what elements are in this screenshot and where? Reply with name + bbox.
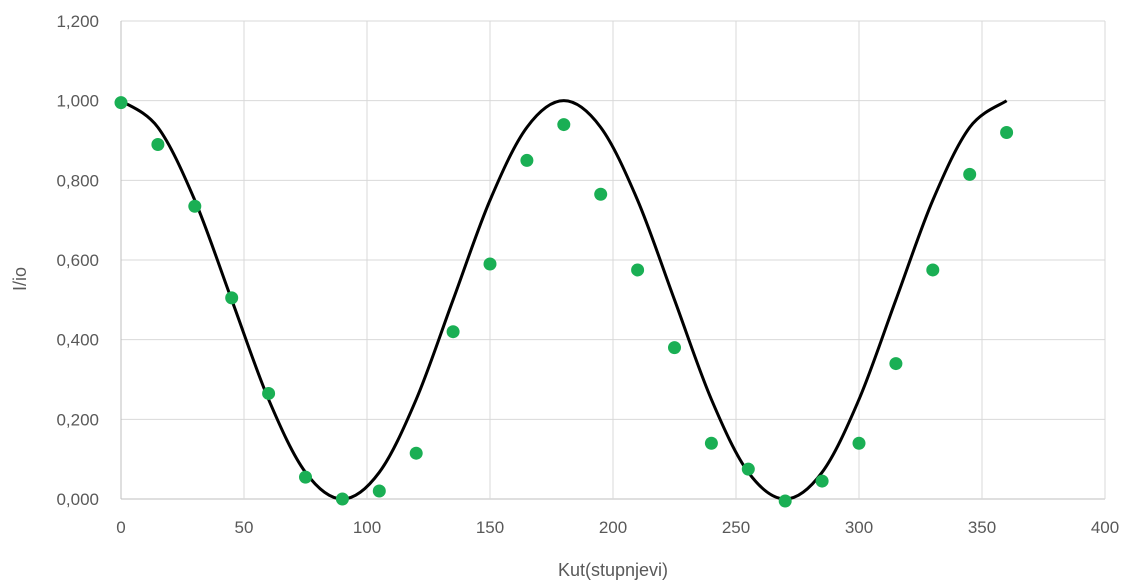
data-point	[594, 187, 608, 201]
x-axis-title: Kut(stupnjevi)	[558, 560, 668, 580]
data-point	[741, 462, 755, 476]
data-point	[1000, 126, 1014, 140]
data-point	[520, 153, 534, 167]
data-point	[668, 341, 681, 355]
gridlines	[120, 20, 1106, 500]
y-tick-label: 1,200	[56, 12, 99, 31]
x-tick-label: 350	[968, 518, 996, 537]
data-point	[778, 494, 792, 508]
x-tick-label: 100	[353, 518, 381, 537]
data-point	[852, 436, 866, 450]
data-point	[704, 436, 718, 450]
x-tick-label: 300	[845, 518, 873, 537]
tick-labels: 0,000 0,200 0,400 0,600 0,800 1,000 1,200 0 50 10…	[56, 12, 1119, 537]
data-point	[483, 257, 497, 271]
x-tick-label: 400	[1091, 518, 1119, 537]
y-tick-label: 0,600	[56, 251, 99, 270]
data-point	[409, 446, 423, 460]
x-tick-label: 200	[599, 518, 627, 537]
y-tick-label: 0,800	[56, 171, 99, 190]
data-point	[889, 357, 903, 371]
data-point	[299, 470, 312, 484]
x-tick-label: 50	[235, 518, 254, 537]
x-tick-label: 250	[722, 518, 750, 537]
data-point	[631, 263, 645, 277]
data-point	[335, 492, 349, 506]
data-point	[963, 167, 977, 181]
data-point	[557, 118, 571, 132]
fit-curve-line	[120, 99, 1008, 501]
y-tick-label: 0,200	[56, 410, 99, 429]
data-point	[225, 291, 239, 305]
data-point	[372, 484, 386, 498]
data-point	[188, 199, 202, 213]
x-tick-label: 150	[476, 518, 504, 537]
data-point	[446, 325, 460, 339]
y-tick-label: 0,400	[56, 331, 99, 350]
data-point	[815, 474, 829, 488]
x-tick-label: 0	[116, 518, 125, 537]
data-point	[114, 96, 128, 110]
y-tick-label: 1,000	[56, 92, 99, 111]
data-points-layer	[114, 96, 1014, 508]
data-point	[926, 263, 940, 277]
y-axis-title: I/io	[10, 267, 30, 291]
fit-curve-layer	[120, 99, 1008, 501]
y-tick-label: 0,000	[56, 490, 99, 509]
data-point	[151, 137, 165, 151]
data-point	[262, 386, 276, 400]
